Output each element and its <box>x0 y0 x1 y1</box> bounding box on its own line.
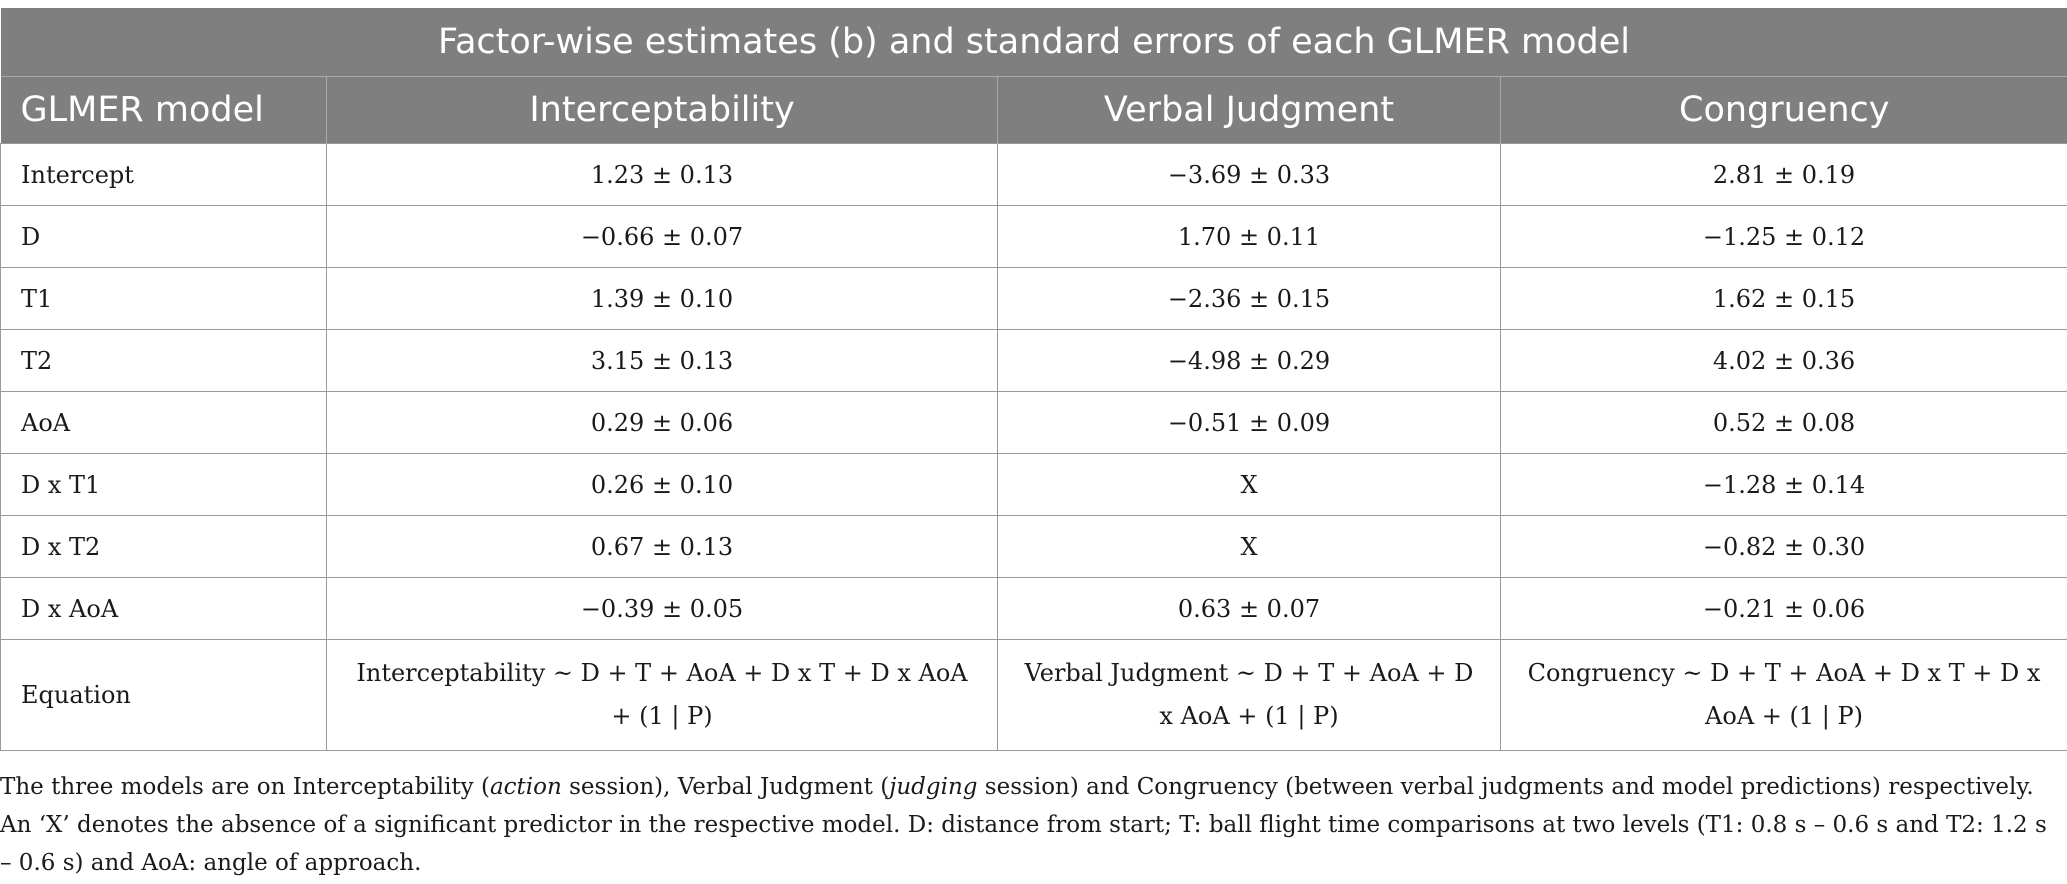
row-label: D <box>0 205 327 268</box>
column-header-interceptability: Interceptability <box>326 76 998 144</box>
footnote-text: session) and Congruency (between verbal … <box>0 774 2047 876</box>
table-title: Factor-wise estimates (b) and standard e… <box>0 8 2067 77</box>
congruency-cell: −1.28 ± 0.14 <box>1499 453 2067 516</box>
table-row-t1: T1 1.39 ± 0.10 −2.36 ± 0.15 1.62 ± 0.15 <box>0 267 2067 330</box>
verbal-judgment-cell: −2.36 ± 0.15 <box>997 267 1501 330</box>
interceptability-cell: 0.67 ± 0.13 <box>326 515 998 578</box>
footnote-text: session), Verbal Judgment ( <box>561 774 890 800</box>
table-container: Factor-wise estimates (b) and standard e… <box>0 8 2067 751</box>
row-label: Intercept <box>0 143 327 206</box>
glmer-estimates-table: Factor-wise estimates (b) and standard e… <box>0 8 2067 751</box>
table-row-d: D −0.66 ± 0.07 1.70 ± 0.11 −1.25 ± 0.12 <box>0 205 2067 268</box>
row-label: Equation <box>0 639 327 751</box>
column-header-model: GLMER model <box>0 76 327 144</box>
congruency-cell: 4.02 ± 0.36 <box>1499 329 2067 392</box>
column-header-congruency: Congruency <box>1499 76 2067 144</box>
verbal-judgment-cell: −0.51 ± 0.09 <box>997 391 1501 454</box>
congruency-cell: 1.62 ± 0.15 <box>1499 267 2067 330</box>
interceptability-cell: −0.66 ± 0.07 <box>326 205 998 268</box>
verbal-judgment-cell: −4.98 ± 0.29 <box>997 329 1501 392</box>
verbal-judgment-cell: 0.63 ± 0.07 <box>997 577 1501 640</box>
table-footnote: The three models are on Interceptability… <box>0 768 2060 882</box>
table-title-row: Factor-wise estimates (b) and standard e… <box>0 8 2067 77</box>
table-row-t2: T2 3.15 ± 0.13 −4.98 ± 0.29 4.02 ± 0.36 <box>0 329 2067 392</box>
interceptability-cell: 0.29 ± 0.06 <box>326 391 998 454</box>
verbal-judgment-equation: Verbal Judgment ~ D + T + AoA + D x AoA … <box>997 639 1501 751</box>
table-row-aoa: AoA 0.29 ± 0.06 −0.51 ± 0.09 0.52 ± 0.08 <box>0 391 2067 454</box>
verbal-judgment-cell: −3.69 ± 0.33 <box>997 143 1501 206</box>
row-label: D x T1 <box>0 453 327 516</box>
interceptability-cell: 1.39 ± 0.10 <box>326 267 998 330</box>
table-row-d-x-t1: D x T1 0.26 ± 0.10 X −1.28 ± 0.14 <box>0 453 2067 516</box>
row-label: T2 <box>0 329 327 392</box>
interceptability-cell: −0.39 ± 0.05 <box>326 577 998 640</box>
footnote-text: The three models are on Interceptability… <box>0 774 490 800</box>
table-row-equation: Equation Interceptability ~ D + T + AoA … <box>0 639 2067 751</box>
congruency-equation: Congruency ~ D + T + AoA + D x T + D x A… <box>1499 639 2067 751</box>
verbal-judgment-cell: X <box>997 453 1501 516</box>
table-row-intercept: Intercept 1.23 ± 0.13 −3.69 ± 0.33 2.81 … <box>0 143 2067 206</box>
interceptability-cell: 1.23 ± 0.13 <box>326 143 998 206</box>
verbal-judgment-cell: X <box>997 515 1501 578</box>
interceptability-cell: 3.15 ± 0.13 <box>326 329 998 392</box>
congruency-cell: −0.82 ± 0.30 <box>1499 515 2067 578</box>
table-header-row: GLMER model Interceptability Verbal Judg… <box>0 76 2067 144</box>
table-row-d-x-aoa: D x AoA −0.39 ± 0.05 0.63 ± 0.07 −0.21 ±… <box>0 577 2067 640</box>
table-row-d-x-t2: D x T2 0.67 ± 0.13 X −0.82 ± 0.30 <box>0 515 2067 578</box>
interceptability-cell: 0.26 ± 0.10 <box>326 453 998 516</box>
congruency-cell: 2.81 ± 0.19 <box>1499 143 2067 206</box>
congruency-cell: 0.52 ± 0.08 <box>1499 391 2067 454</box>
row-label: AoA <box>0 391 327 454</box>
verbal-judgment-cell: 1.70 ± 0.11 <box>997 205 1501 268</box>
congruency-cell: −0.21 ± 0.06 <box>1499 577 2067 640</box>
row-label: D x T2 <box>0 515 327 578</box>
row-label: T1 <box>0 267 327 330</box>
congruency-cell: −1.25 ± 0.12 <box>1499 205 2067 268</box>
interceptability-equation: Interceptability ~ D + T + AoA + D x T +… <box>326 639 998 751</box>
row-label: D x AoA <box>0 577 327 640</box>
footnote-action-term: action <box>489 774 562 800</box>
column-header-verbal-judgment: Verbal Judgment <box>997 76 1501 144</box>
footnote-judging-term: judging <box>889 774 978 800</box>
